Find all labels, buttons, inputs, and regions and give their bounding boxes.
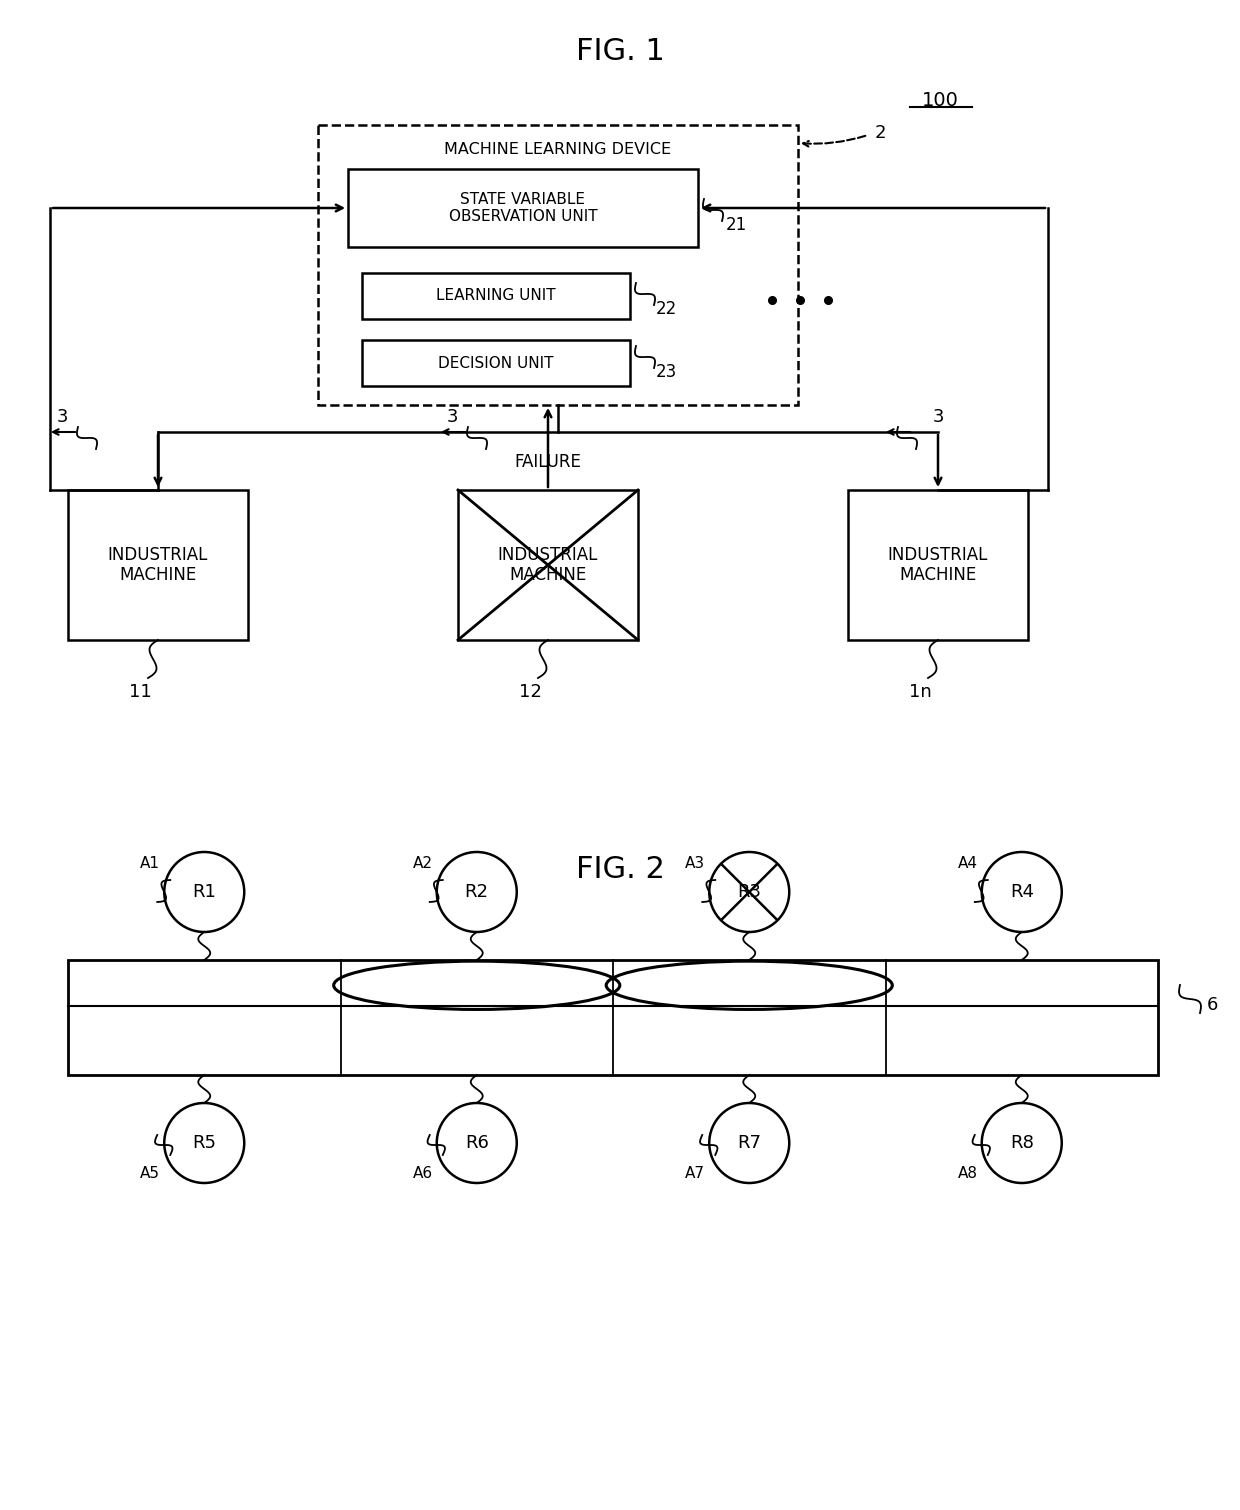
Text: INDUSTRIAL
MACHINE: INDUSTRIAL MACHINE	[108, 545, 208, 584]
Text: R8: R8	[1009, 1134, 1034, 1152]
Text: R2: R2	[465, 883, 489, 901]
Text: R1: R1	[192, 883, 216, 901]
Bar	[317, 125, 799, 405]
Text: A3: A3	[686, 856, 706, 871]
Text: A1: A1	[140, 856, 160, 871]
Text: FIG. 1: FIG. 1	[575, 38, 665, 66]
Text: 1n: 1n	[909, 683, 931, 701]
Text: R4: R4	[1009, 883, 1034, 901]
Text: A8: A8	[957, 1166, 978, 1181]
Bar	[362, 340, 630, 387]
Text: FAILURE: FAILURE	[515, 453, 582, 471]
Text: FIG. 2: FIG. 2	[575, 856, 665, 885]
Bar	[348, 169, 698, 248]
Text: 6: 6	[1207, 997, 1218, 1015]
Text: 2: 2	[874, 124, 885, 142]
Text: 23: 23	[656, 362, 677, 381]
Text: A6: A6	[413, 1166, 433, 1181]
Text: R3: R3	[738, 883, 761, 901]
Text: A7: A7	[686, 1166, 706, 1181]
Text: 22: 22	[656, 300, 677, 319]
Text: 3: 3	[446, 408, 458, 426]
Bar	[458, 491, 639, 640]
Bar	[362, 273, 630, 319]
Bar	[848, 491, 1028, 640]
Text: 3: 3	[56, 408, 68, 426]
Text: INDUSTRIAL
MACHINE: INDUSTRIAL MACHINE	[888, 545, 988, 584]
Text: A4: A4	[957, 856, 978, 871]
Text: DECISION UNIT: DECISION UNIT	[438, 355, 554, 370]
Text: 100: 100	[921, 91, 959, 110]
Text: MACHINE LEARNING DEVICE: MACHINE LEARNING DEVICE	[444, 142, 672, 157]
Text: R7: R7	[738, 1134, 761, 1152]
Text: R6: R6	[465, 1134, 489, 1152]
Text: A2: A2	[413, 856, 433, 871]
Text: 11: 11	[129, 683, 151, 701]
Text: A5: A5	[140, 1166, 160, 1181]
Text: INDUSTRIAL
MACHINE: INDUSTRIAL MACHINE	[497, 545, 598, 584]
Bar	[68, 960, 1158, 1075]
Text: R5: R5	[192, 1134, 216, 1152]
Bar	[68, 491, 248, 640]
Text: STATE VARIABLE
OBSERVATION UNIT: STATE VARIABLE OBSERVATION UNIT	[449, 192, 598, 223]
Text: 21: 21	[725, 216, 746, 234]
Text: LEARNING UNIT: LEARNING UNIT	[436, 288, 556, 304]
Text: 12: 12	[518, 683, 542, 701]
Text: 3: 3	[932, 408, 944, 426]
